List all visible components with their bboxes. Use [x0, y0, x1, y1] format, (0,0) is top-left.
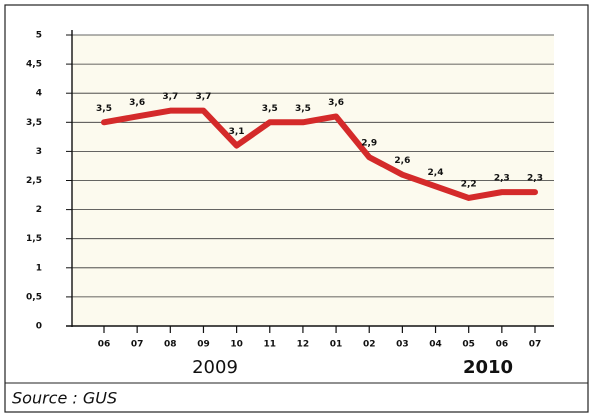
year-label: 2009 [192, 357, 238, 378]
y-tick-label: 1,5 [26, 234, 42, 244]
y-tick-label: 3,5 [26, 118, 42, 128]
data-label: 3,7 [162, 92, 178, 102]
x-tick-label: 09 [197, 340, 210, 350]
x-tick-label: 12 [297, 340, 310, 350]
y-tick-label: 2,5 [26, 176, 42, 186]
source: Source : GUS [12, 389, 117, 408]
data-label: 2,6 [394, 156, 410, 166]
x-tick-label: 08 [164, 340, 177, 350]
data-label: 3,7 [195, 92, 211, 102]
x-tick-label: 05 [462, 340, 475, 350]
x-tick-label: 06 [496, 340, 509, 350]
x-tick-label: 07 [529, 340, 542, 350]
data-label: 2,9 [361, 139, 377, 149]
data-line [101, 107, 538, 201]
y-tick-label: 3 [36, 147, 42, 157]
x-tick-label: 03 [396, 340, 409, 350]
x-tick-label: 04 [429, 340, 442, 350]
data-label: 3,5 [96, 104, 112, 114]
data-label: 2,4 [428, 168, 444, 178]
data-label: 2,2 [461, 179, 477, 189]
x-tick-label: 07 [131, 340, 144, 350]
x-tick-label: 11 [264, 340, 277, 350]
y-tick-label: 4,5 [26, 60, 42, 70]
x-tick-label: 10 [230, 340, 243, 350]
y-tick-label: 4 [36, 89, 42, 99]
x-tick-label: 01 [330, 340, 343, 350]
data-label: 3,6 [129, 98, 145, 108]
data-label: 2,3 [494, 174, 510, 184]
y-tick-label: 5 [36, 31, 42, 41]
year-label: 2010 [463, 357, 513, 378]
y-tick-label: 0 [36, 322, 42, 332]
y-tick-label: 1 [36, 263, 42, 273]
y-tick-label: 0,5 [26, 292, 42, 302]
data-label: 3,5 [295, 104, 311, 114]
data-label: 3,1 [229, 127, 245, 137]
y-tick-label: 2 [36, 205, 42, 215]
data-label: 2,3 [527, 174, 543, 184]
x-tick-label: 02 [363, 340, 376, 350]
data-label: 3,6 [328, 98, 344, 108]
x-tick-label: 06 [98, 340, 111, 350]
data-label: 3,5 [262, 104, 278, 114]
